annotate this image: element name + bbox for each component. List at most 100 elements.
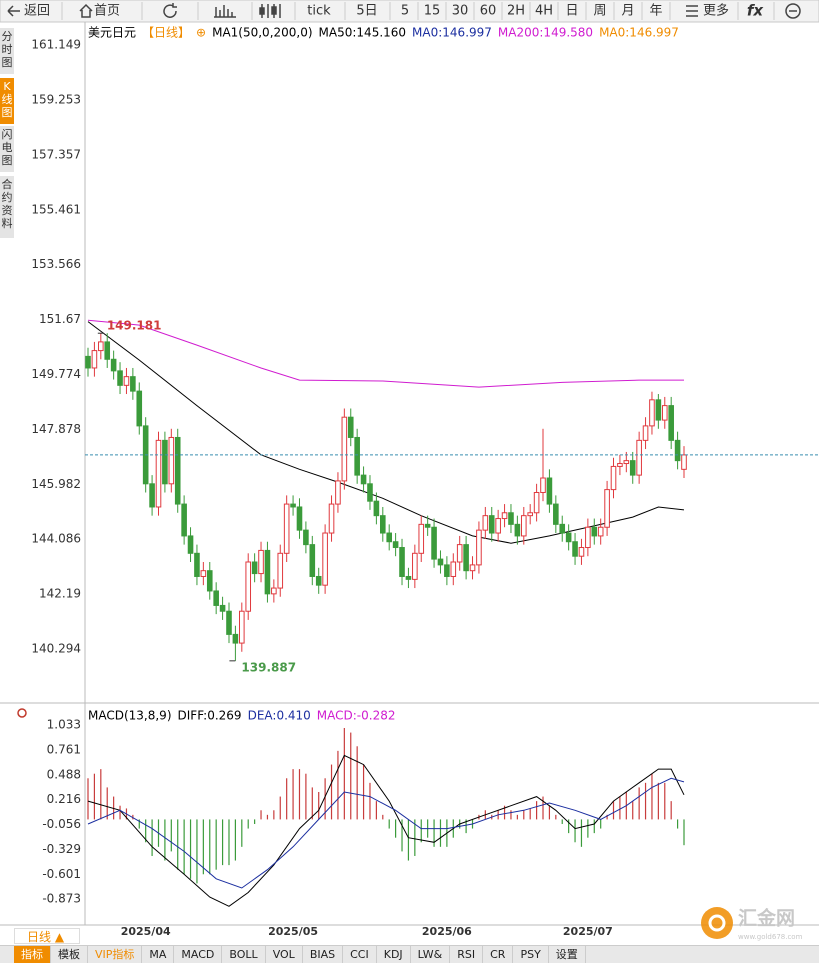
candle-body: [399, 547, 405, 577]
candle-body: [123, 376, 130, 386]
legend-item: 【日线】: [142, 26, 190, 40]
candle-body: [219, 604, 226, 612]
candle-body: [392, 541, 399, 549]
toolbar-button[interactable]: 15: [424, 4, 441, 19]
candle-body: [629, 460, 636, 476]
toolbar-button[interactable]: 更多: [703, 3, 729, 19]
chart-icon[interactable]: [214, 5, 236, 18]
toolbar-button[interactable]: 返回: [24, 4, 50, 19]
candle-body: [98, 341, 104, 352]
indicator-tab[interactable]: 模板: [51, 946, 88, 963]
toolbar-button[interactable]: 年: [649, 4, 662, 19]
candle-body: [495, 518, 501, 534]
toolbar-button[interactable]: 首页: [94, 4, 120, 19]
candle-body: [104, 341, 111, 360]
candle-body: [488, 515, 495, 534]
toolbar-button[interactable]: 4H: [535, 4, 553, 19]
candle-body: [194, 552, 200, 577]
candle-body: [668, 405, 674, 441]
candle-body: [168, 436, 175, 485]
indicator-tab[interactable]: MACD: [174, 946, 223, 963]
y-tick-label: 157.357: [31, 147, 81, 161]
indicator-tab[interactable]: VIP指标: [88, 946, 143, 963]
y-tick-label: 0.216: [47, 792, 81, 806]
side-tab[interactable]: 分时图: [0, 28, 14, 74]
y-tick-label: -0.601: [42, 867, 81, 881]
side-tab[interactable]: 合约资料: [0, 176, 14, 238]
candle-body: [290, 503, 296, 508]
candle-body: [360, 474, 367, 485]
candle-body: [527, 512, 533, 517]
indicator-tab[interactable]: RSI: [450, 946, 484, 963]
legend-item: DEA:0.410: [248, 709, 311, 723]
candle-body: [283, 503, 290, 554]
y-tick-label: 140.294: [31, 642, 81, 656]
candle-body: [91, 350, 98, 369]
candle-body: [245, 561, 252, 612]
y-tick-label: 155.461: [31, 202, 81, 216]
candle-body: [482, 515, 489, 531]
indicator-tab[interactable]: PSY: [513, 946, 549, 963]
candle-body: [174, 436, 181, 505]
toolbar-button[interactable]: tick: [307, 4, 331, 19]
candle-body: [456, 544, 463, 563]
legend-item: MA0:146.997: [412, 26, 492, 40]
indicator-tab[interactable]: BOLL: [222, 946, 266, 963]
candle-body: [309, 544, 316, 577]
candle-body: [367, 483, 373, 502]
candle-body: [181, 503, 187, 537]
side-tab[interactable]: K线图: [0, 78, 14, 124]
y-tick-label: 1.033: [47, 717, 81, 731]
back-icon[interactable]: [7, 5, 20, 17]
settings-icon[interactable]: [17, 708, 27, 718]
toolbar-button[interactable]: 60: [480, 4, 497, 19]
candle-body: [277, 552, 284, 589]
toolbar-button[interactable]: 周: [593, 4, 606, 19]
candle-body: [200, 570, 207, 577]
fx-icon[interactable]: fx: [747, 2, 765, 20]
toolbar-button[interactable]: 5日: [356, 4, 377, 19]
indicator-tab[interactable]: CR: [483, 946, 514, 963]
indicator-tab[interactable]: BIAS: [303, 946, 344, 963]
indicator-tab[interactable]: 设置: [549, 946, 586, 963]
y-tick-label: 0.488: [47, 767, 81, 781]
indicator-tab[interactable]: CCI: [343, 946, 377, 963]
period-button[interactable]: 日线 ▲: [14, 928, 80, 944]
candle-body: [110, 358, 117, 372]
candle-body: [136, 390, 143, 427]
candle-body: [591, 526, 598, 537]
home-icon[interactable]: [79, 3, 93, 18]
candle-body: [604, 489, 610, 528]
menu-icon[interactable]: [686, 5, 698, 17]
refresh-icon[interactable]: [163, 3, 177, 18]
indicator-tab[interactable]: KDJ: [377, 946, 411, 963]
toolbar-button[interactable]: 2H: [507, 4, 525, 19]
toolbar-button[interactable]: 5: [401, 4, 409, 19]
indicator-line: [87, 777, 685, 889]
toolbar-button[interactable]: 日: [565, 4, 578, 19]
candle-body: [546, 477, 553, 505]
toolbar-button[interactable]: 月: [621, 4, 634, 19]
y-tick-label: 144.086: [31, 532, 81, 546]
zoom-out-icon[interactable]: [785, 3, 801, 19]
toolbar-button[interactable]: 30: [452, 4, 469, 19]
indicator-tab[interactable]: 指标: [14, 946, 51, 963]
candle-body: [585, 526, 591, 549]
candle-icon-body: [271, 6, 277, 15]
indicator-tab[interactable]: MA: [142, 946, 175, 963]
candle-body: [373, 500, 380, 517]
candle-body: [130, 376, 136, 392]
indicator-tab[interactable]: LW&: [411, 946, 451, 963]
x-tick-label: 2025/07: [563, 925, 613, 938]
candle-body: [553, 503, 559, 525]
candle-body: [514, 523, 521, 537]
legend-item: ⊕: [196, 26, 206, 40]
candle-body: [540, 477, 546, 493]
legend-item: MACD:-0.282: [317, 709, 396, 723]
candle-body: [469, 564, 476, 572]
y-tick-label: 151.67: [39, 312, 81, 326]
side-tab[interactable]: 闪电图: [0, 126, 14, 172]
indicator-tab[interactable]: VOL: [266, 946, 303, 963]
min-label: 139.887: [241, 660, 296, 674]
